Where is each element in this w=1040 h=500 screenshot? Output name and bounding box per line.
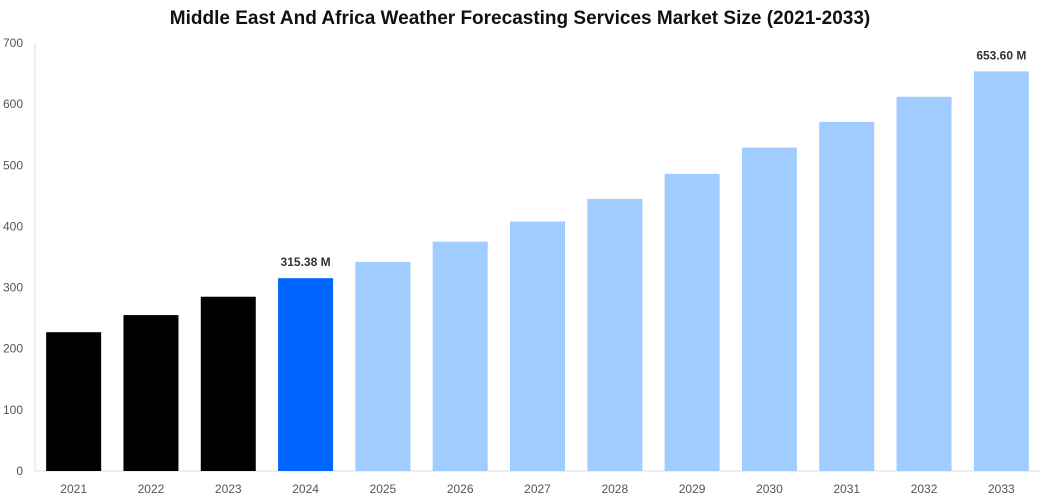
x-tick-label: 2026 [447, 482, 474, 496]
chart-title: Middle East And Africa Weather Forecasti… [169, 8, 871, 29]
x-tick-label: 2028 [601, 482, 628, 496]
x-tick-label: 2033 [988, 482, 1015, 496]
bar-2027 [510, 221, 565, 471]
x-tick-label: 2027 [524, 482, 551, 496]
bar-2030 [741, 147, 797, 471]
y-tick-label: 100 [3, 403, 23, 417]
x-tick-label: 2029 [679, 482, 706, 496]
y-tick-label: 300 [3, 281, 23, 295]
bar-2022 [123, 315, 179, 471]
bar-2028 [587, 198, 643, 471]
x-tick-label: 2024 [292, 482, 319, 496]
y-tick-label: 200 [3, 342, 23, 356]
data-label-2024: 315.38 M [281, 255, 331, 269]
y-tick-label: 400 [3, 219, 23, 233]
bar-2032 [896, 96, 952, 471]
data-label-2033: 653.60 M [976, 48, 1026, 62]
bar-2026 [432, 241, 488, 471]
bar-2025 [355, 261, 411, 471]
y-tick-label: 0 [16, 464, 23, 478]
bar-2031 [819, 121, 875, 472]
y-tick-label: 600 [3, 97, 23, 111]
bar-2023 [200, 296, 256, 471]
bar-2024 [278, 278, 334, 471]
bar-2021 [46, 332, 102, 471]
y-tick-label: 700 [3, 36, 23, 50]
bar-2029 [664, 173, 720, 472]
x-tick-label: 2031 [833, 482, 860, 496]
x-tick-label: 2021 [60, 482, 87, 496]
x-tick-label: 2025 [370, 482, 397, 496]
x-tick-label: 2022 [138, 482, 165, 496]
x-tick-label: 2032 [911, 482, 938, 496]
x-tick-label: 2023 [215, 482, 242, 496]
y-tick-label: 500 [3, 158, 23, 172]
bar-2033 [973, 71, 1029, 471]
x-tick-label: 2030 [756, 482, 783, 496]
